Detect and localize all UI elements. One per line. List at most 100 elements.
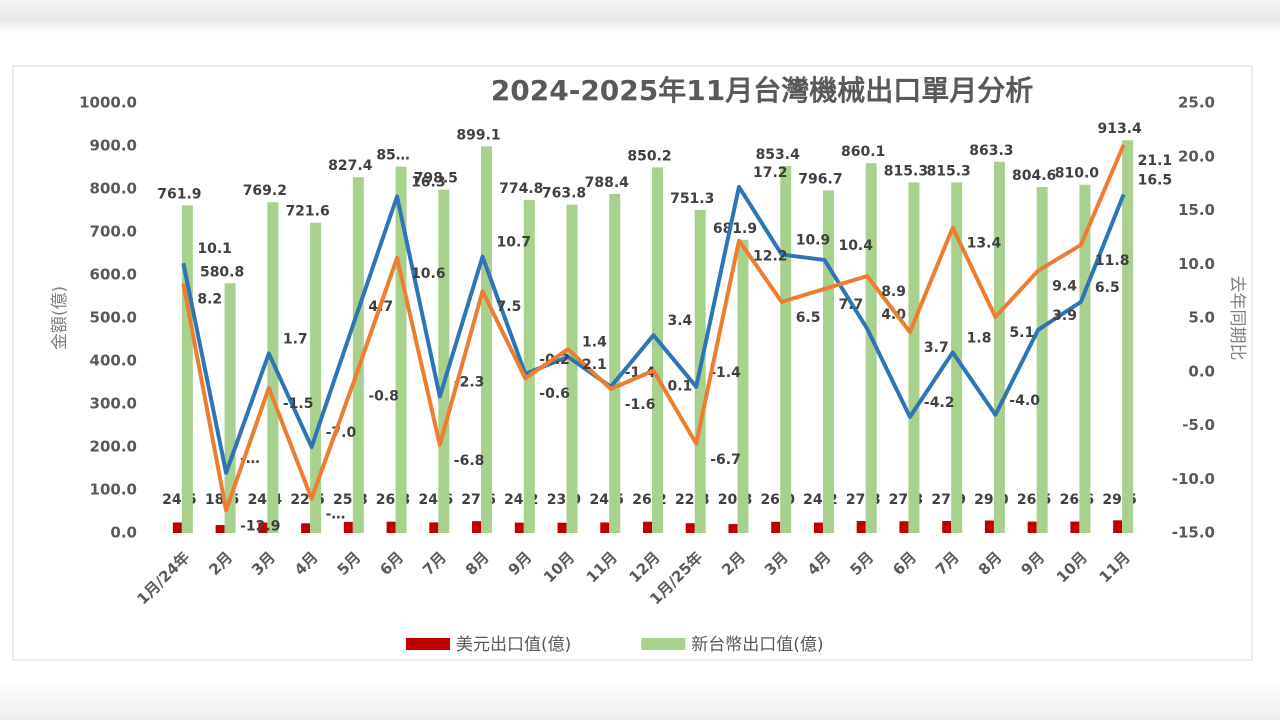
bar — [181, 205, 193, 533]
legend-swatch — [641, 638, 686, 650]
bar — [856, 521, 866, 533]
value-label: -4.2 — [924, 395, 955, 411]
bar — [429, 522, 439, 533]
value-label: -… — [326, 507, 346, 523]
value-label: 3.7 — [924, 340, 949, 356]
y-tick-label: 800.0 — [90, 180, 137, 198]
value-label: 1.7 — [283, 331, 308, 347]
value-label: 913.4 — [1097, 121, 1142, 137]
value-label: 11.8 — [1095, 253, 1130, 269]
value-label: 853.4 — [756, 147, 801, 163]
bar — [310, 222, 322, 533]
value-label: 17.2 — [753, 165, 788, 181]
value-label: 10.6 — [411, 266, 446, 282]
bar — [1079, 184, 1091, 533]
line — [181, 184, 1126, 475]
value-label: 0.1 — [668, 379, 693, 395]
bar — [258, 522, 268, 533]
value-label: 863.3 — [969, 143, 1013, 159]
y-tick-label: 600.0 — [90, 266, 137, 284]
value-label: 815.3 — [884, 163, 928, 179]
y-tick-label: 100.0 — [90, 481, 137, 499]
value-label: 7.5 — [497, 299, 522, 315]
value-label: 850.2 — [627, 148, 671, 164]
y2-tick-label: 5.0 — [1188, 309, 1215, 327]
bar — [984, 520, 994, 533]
value-label: 860.1 — [841, 144, 885, 160]
value-label: -1.4 — [625, 365, 656, 381]
value-label: 10.4 — [838, 238, 873, 254]
legend-label: 新台幣出口值(億) — [691, 635, 823, 655]
bar — [472, 521, 482, 533]
bar — [942, 521, 952, 533]
bar — [352, 177, 364, 533]
bar — [566, 204, 578, 534]
value-label: -6.7 — [710, 452, 741, 468]
y2-tick-label: 20.0 — [1178, 147, 1215, 165]
value-label: -1.5 — [283, 396, 314, 412]
bar — [343, 521, 353, 533]
value-label: 788.4 — [585, 175, 630, 191]
value-label: -7.0 — [326, 425, 357, 441]
y2-tick-label: -15.0 — [1172, 524, 1215, 542]
value-label: 5.1 — [1009, 325, 1034, 341]
y2-tick-label: 15.0 — [1178, 201, 1215, 219]
bar — [737, 239, 749, 533]
bar — [822, 190, 834, 533]
value-label: 721.6 — [285, 204, 329, 220]
bar — [771, 521, 781, 533]
y2-tick-label: -5.0 — [1182, 416, 1215, 434]
y2-tick-label: -10.0 — [1172, 470, 1215, 488]
value-label: -2.3 — [454, 374, 485, 390]
value-label: 3.4 — [668, 313, 693, 329]
value-label: 8.9 — [881, 284, 906, 300]
bar — [523, 199, 535, 533]
y-tick-label: 500.0 — [90, 309, 137, 327]
y2-tick-label: 0.0 — [1188, 362, 1215, 380]
y2-tick-label: 25.0 — [1178, 94, 1215, 112]
bar — [865, 163, 877, 534]
value-label: 796.7 — [798, 171, 842, 187]
line — [181, 144, 1126, 513]
y2-axis-label: 去年同期比 — [1227, 276, 1247, 361]
value-label: 9.4 — [1052, 279, 1077, 295]
value-label: 580.8 — [200, 264, 244, 280]
bar — [1113, 520, 1123, 533]
bar — [1027, 521, 1037, 533]
bar — [395, 166, 407, 533]
bar — [1070, 521, 1080, 533]
y2-tick-label: 10.0 — [1178, 255, 1215, 273]
y-tick-label: 900.0 — [90, 137, 137, 155]
backdrop-bottom — [0, 680, 1280, 720]
value-label: 681.9 — [713, 221, 757, 237]
value-label: 2.1 — [582, 357, 607, 373]
bar — [557, 522, 567, 533]
value-label: 769.2 — [243, 183, 287, 199]
value-label: 827.4 — [328, 158, 373, 174]
value-label: -4.0 — [1009, 393, 1040, 409]
value-label: -12.9 — [240, 518, 280, 534]
bar — [386, 521, 396, 533]
legend-label: 美元出口值(億) — [456, 635, 571, 655]
value-label: 3.9 — [1052, 308, 1077, 324]
y-tick-label: 300.0 — [90, 395, 137, 413]
y-tick-label: 1000.0 — [79, 94, 137, 112]
value-label: -1.4 — [710, 365, 741, 381]
value-label: 1.4 — [582, 335, 607, 351]
value-label: 763.8 — [542, 186, 586, 202]
value-label: -0.6 — [539, 386, 570, 402]
value-label: 751.3 — [670, 191, 714, 207]
value-label: 761.9 — [157, 186, 201, 202]
value-label: -0.8 — [368, 388, 399, 404]
bar — [301, 523, 311, 533]
value-label: 13.4 — [967, 236, 1002, 252]
bar — [728, 524, 738, 533]
bar — [685, 523, 695, 533]
bar — [481, 146, 493, 533]
backdrop-top — [0, 0, 1280, 34]
value-label: 21.1 — [1138, 153, 1173, 169]
y-tick-label: 700.0 — [90, 223, 137, 241]
value-label: 16.3 — [411, 175, 446, 191]
bar — [908, 182, 920, 533]
